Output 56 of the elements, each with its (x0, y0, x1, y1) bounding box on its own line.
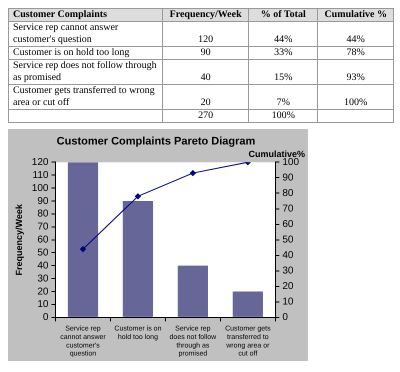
text: % of Total (248, 8, 318, 22)
text: Customer is on hold too long (8, 46, 163, 60)
text: 100% (248, 110, 318, 122)
point (80, 246, 86, 252)
text: 120 (162, 22, 249, 46)
text: Customer Complaints (8, 8, 163, 22)
text: 78% (318, 46, 394, 60)
y-tick-label: 40 (37, 260, 49, 272)
text: 20 (162, 84, 249, 110)
y2-tick-label: 30 (282, 266, 294, 277)
y-tick-label: 50 (37, 247, 49, 258)
y-tick-label: 110 (32, 170, 49, 181)
bar (122, 201, 154, 317)
y2-tick-label: 40 (282, 250, 294, 262)
text: Service rep does not follow through as promised (8, 60, 163, 84)
y2-tick-label: 50 (282, 234, 294, 246)
y-tick-label: 80 (37, 208, 49, 220)
y-axis-title: Frequency/Week (14, 203, 24, 276)
y2-tick-label: 70 (282, 204, 294, 215)
y2-tick-label: 60 (282, 219, 294, 230)
y-tick-label: 70 (37, 222, 49, 233)
text: Customer gets transferred to wrong area or cut off (8, 84, 163, 110)
y-tick-label: 90 (37, 196, 49, 207)
y-tick-label: 0 (42, 312, 49, 324)
text: 270 (162, 110, 249, 122)
text: 15% (248, 60, 318, 84)
y2-axis-title: Cumulative% (248, 149, 305, 160)
bar (178, 266, 208, 317)
bar (232, 292, 263, 317)
text: 44% (318, 22, 394, 46)
text: 93% (318, 60, 394, 84)
text: Service rep cannot answer customer's question (8, 22, 163, 46)
y2-tick-label: 100 (282, 156, 300, 168)
y2-tick-label: 10 (282, 296, 294, 308)
point (190, 170, 196, 176)
text: Cumulative % (318, 8, 394, 22)
text: 7% (248, 84, 318, 110)
y-tick-label: 10 (37, 299, 49, 310)
text: 44% (248, 22, 318, 46)
y-tick-label: 20 (37, 286, 49, 298)
text: 40 (162, 60, 249, 84)
y2-tick-label: 0 (282, 312, 288, 324)
chart-title: Customer Complaints Pareto Diagram (56, 136, 256, 148)
y-tick-label: 120 (32, 156, 49, 168)
y2-tick-label: 80 (282, 188, 294, 199)
text: Frequency/Week (162, 8, 249, 22)
y-tick-label: 60 (37, 234, 49, 246)
text: 100% (318, 84, 394, 110)
text: 33% (248, 46, 318, 60)
y-tick-label: 30 (37, 273, 49, 284)
y2-tick-label: 90 (282, 172, 294, 184)
bar (68, 162, 98, 317)
point (134, 193, 141, 200)
y-tick-label: 100 (32, 182, 49, 194)
text: 90 (162, 46, 249, 60)
y2-tick-label: 20 (282, 281, 294, 292)
